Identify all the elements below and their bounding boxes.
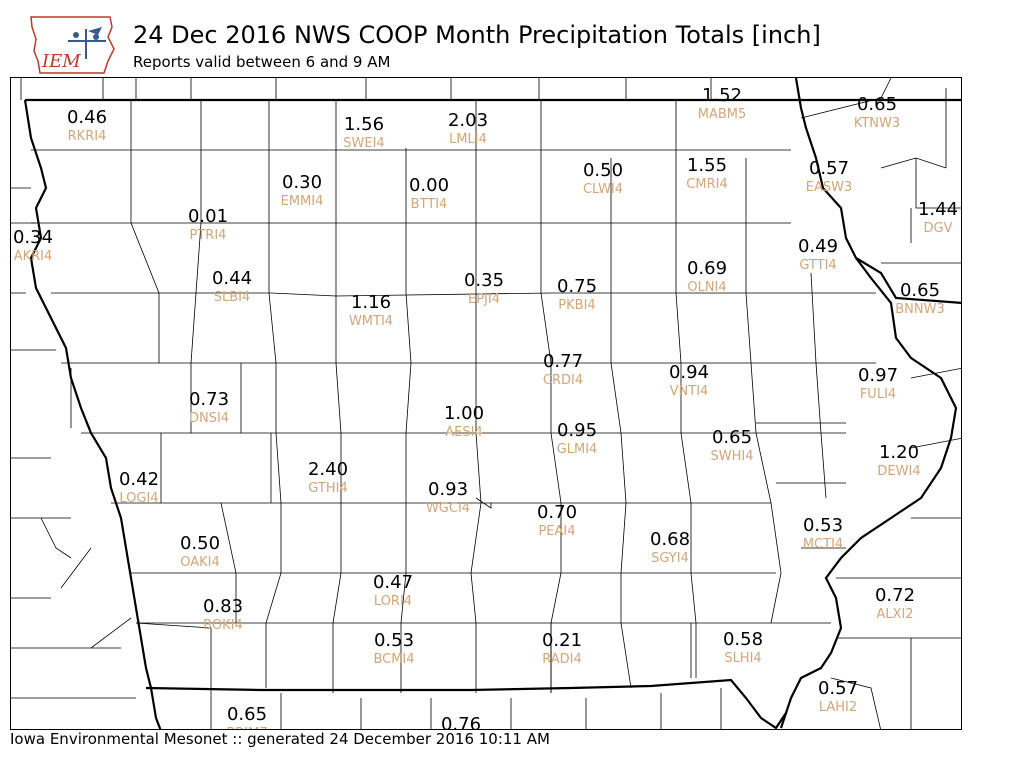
station-value: 0.50 xyxy=(583,160,623,181)
page-subtitle: Reports valid between 6 and 9 AM xyxy=(133,53,391,71)
station-value: 0.95 xyxy=(557,420,597,441)
station-id: MCTI4 xyxy=(803,537,843,552)
station-id: RADI4 xyxy=(542,652,582,667)
iem-logo: IEM xyxy=(28,15,118,77)
station-value: 0.21 xyxy=(542,630,582,651)
station-value: 0.30 xyxy=(282,172,322,193)
station-id: PKBI4 xyxy=(558,298,595,313)
page-title: 24 Dec 2016 NWS COOP Month Precipitation… xyxy=(133,21,821,49)
station-value: 0.65 xyxy=(227,704,267,725)
footer-credit: Iowa Environmental Mesonet :: generated … xyxy=(10,730,550,748)
station-value: 1.44 xyxy=(918,199,958,220)
station-value: 0.57 xyxy=(818,678,858,699)
station-id: AKRI4 xyxy=(14,249,53,264)
station-id: LMLI4 xyxy=(449,132,487,147)
station-value: 0.01 xyxy=(188,206,228,227)
station-value: 0.35 xyxy=(464,270,504,291)
station-value: 0.77 xyxy=(543,351,583,372)
station-value: 0.93 xyxy=(428,479,468,500)
station-value: 0.58 xyxy=(723,629,763,650)
station-id: WMTI4 xyxy=(349,314,393,329)
county-boundaries xyxy=(11,78,961,729)
station-id: VNTI4 xyxy=(670,384,709,399)
station-id: CMRI4 xyxy=(686,177,727,192)
station-id: SLHI4 xyxy=(724,651,761,666)
station-id: GLMI4 xyxy=(557,442,598,457)
station-value: 1.52 xyxy=(702,85,742,106)
station-value: 0.49 xyxy=(798,236,838,257)
station-value: 0.97 xyxy=(858,365,898,386)
station-id: GTTI4 xyxy=(799,258,836,273)
station-id: SWEI4 xyxy=(343,136,384,151)
station-id: PEAI4 xyxy=(538,524,575,539)
station-id: BTTI4 xyxy=(411,197,448,212)
station-value: 1.20 xyxy=(879,442,919,463)
station-id: OAKI4 xyxy=(180,555,220,570)
station-id: DGV xyxy=(924,221,953,236)
precipitation-map: 0.46 RKRI4 1.56 SWEI4 2.03 LMLI4 1.52 MABM5 0.65… xyxy=(10,77,962,730)
station-id: CLWI4 xyxy=(583,182,623,197)
station-value: 1.00 xyxy=(444,403,484,424)
station-value: 0.00 xyxy=(409,175,449,196)
station-value: 0.47 xyxy=(373,572,413,593)
station-id: MABM5 xyxy=(698,107,747,122)
station-id: BOKI4 xyxy=(203,618,243,633)
station-value: 0.65 xyxy=(857,94,897,115)
station-value: 1.56 xyxy=(344,114,384,135)
station-value: 0.53 xyxy=(374,630,414,651)
station-value: 0.42 xyxy=(119,469,159,490)
station-id: FULI4 xyxy=(860,387,896,402)
station-value: 0.68 xyxy=(650,529,690,550)
station-value: 0.65 xyxy=(712,427,752,448)
station-id: BCMI4 xyxy=(373,652,414,667)
station-value: 0.65 xyxy=(900,280,940,301)
station-id: WGCI4 xyxy=(426,501,470,516)
station-id: PTRI4 xyxy=(190,228,227,243)
station-id: SLBI4 xyxy=(214,290,251,305)
station-id: DNSI4 xyxy=(189,411,229,426)
station-value: 0.44 xyxy=(212,268,252,289)
station-value: 2.40 xyxy=(308,459,348,480)
station-id: RKRI4 xyxy=(68,129,107,144)
station-value: 0.72 xyxy=(875,585,915,606)
station-value: 0.50 xyxy=(180,533,220,554)
station-id: LAHI2 xyxy=(819,700,857,715)
station-id: SGYI4 xyxy=(651,551,689,566)
station-value: 0.75 xyxy=(557,276,597,297)
logo-text: IEM xyxy=(41,51,81,72)
station-id: SWHI4 xyxy=(711,449,754,464)
station-value: 0.46 xyxy=(67,107,107,128)
station-value: 0.34 xyxy=(13,227,53,248)
station-value: 2.03 xyxy=(448,110,488,131)
station-id: GTHI4 xyxy=(308,481,347,496)
station-value: 0.53 xyxy=(803,515,843,536)
station-id: EASW3 xyxy=(806,180,852,195)
station-id: CRDI4 xyxy=(543,373,583,388)
station-id: LOGI4 xyxy=(119,491,158,506)
station-value: 0.70 xyxy=(537,502,577,523)
station-value: 0.83 xyxy=(203,596,243,617)
station-id: LORI4 xyxy=(374,594,412,609)
station-id: ALXI2 xyxy=(876,607,913,622)
station-value: 0.69 xyxy=(687,258,727,279)
station-id: DEWI4 xyxy=(877,464,920,479)
station-id: AESI4 xyxy=(445,425,482,440)
station-value: 0.73 xyxy=(189,389,229,410)
station-id: EPJI4 xyxy=(468,292,500,307)
station-value: 1.16 xyxy=(351,292,391,313)
station-value: 0.76 xyxy=(441,714,481,730)
station-id: OLNI4 xyxy=(687,280,726,295)
station-id: EMMI4 xyxy=(281,194,324,209)
station-value: 0.57 xyxy=(809,158,849,179)
station-value: 0.94 xyxy=(669,362,709,383)
state-boundaries xyxy=(23,78,961,729)
station-value: 1.55 xyxy=(687,155,727,176)
station-id: BRIM7 xyxy=(226,726,267,730)
station-id: KTNW3 xyxy=(854,116,900,131)
station-id: BNNW3 xyxy=(895,302,945,317)
